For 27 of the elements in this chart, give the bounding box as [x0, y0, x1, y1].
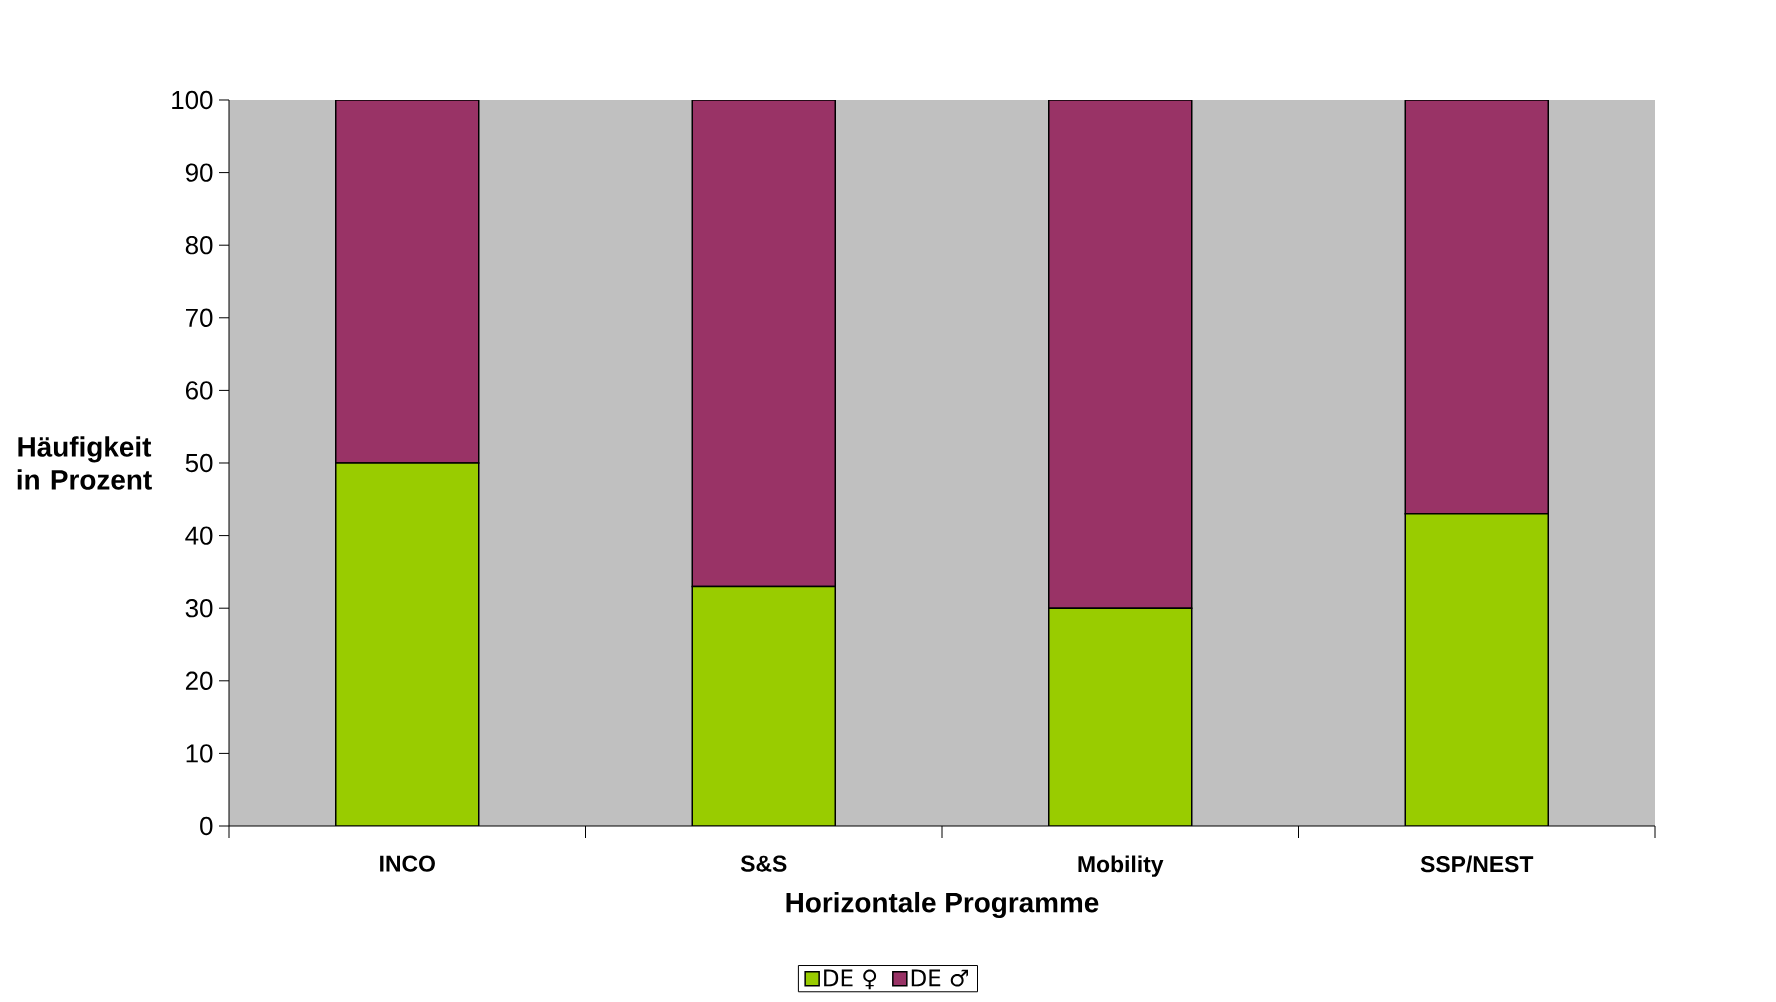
y-axis-title: Häufigkeit in Prozent [17, 436, 152, 490]
y-tick-label: 40 [185, 526, 213, 545]
y-tick-label: 0 [200, 816, 213, 836]
bar [335, 462, 480, 826]
bar [335, 99, 480, 464]
x-axis-title: Horizontale Programme [786, 891, 1099, 919]
y-tick-label: 90 [185, 163, 213, 182]
x-tick-label: S&S [740, 855, 787, 872]
y-tick-label: 100 [172, 90, 213, 110]
y-tick-label: 30 [185, 599, 213, 618]
legend-label: DE ♂ [911, 969, 968, 987]
bar [1404, 99, 1550, 515]
bar [1048, 99, 1193, 609]
y-tick-label: 10 [186, 744, 213, 763]
y-tick-label: 70 [186, 308, 213, 327]
bar [691, 99, 836, 588]
legend-label: DE ♀ [824, 969, 877, 990]
y-tick-label: 50 [185, 453, 213, 473]
y-tick-label: 80 [185, 236, 213, 255]
bar [691, 585, 836, 826]
x-tick-label: SSP/NEST [1420, 855, 1534, 873]
bar [1404, 513, 1550, 826]
x-tick-label: INCO [380, 855, 435, 872]
x-tick-label: Mobility [1078, 855, 1164, 877]
y-tick-label: 60 [185, 381, 213, 400]
bar [1048, 607, 1193, 826]
y-tick-label: 20 [185, 671, 213, 690]
